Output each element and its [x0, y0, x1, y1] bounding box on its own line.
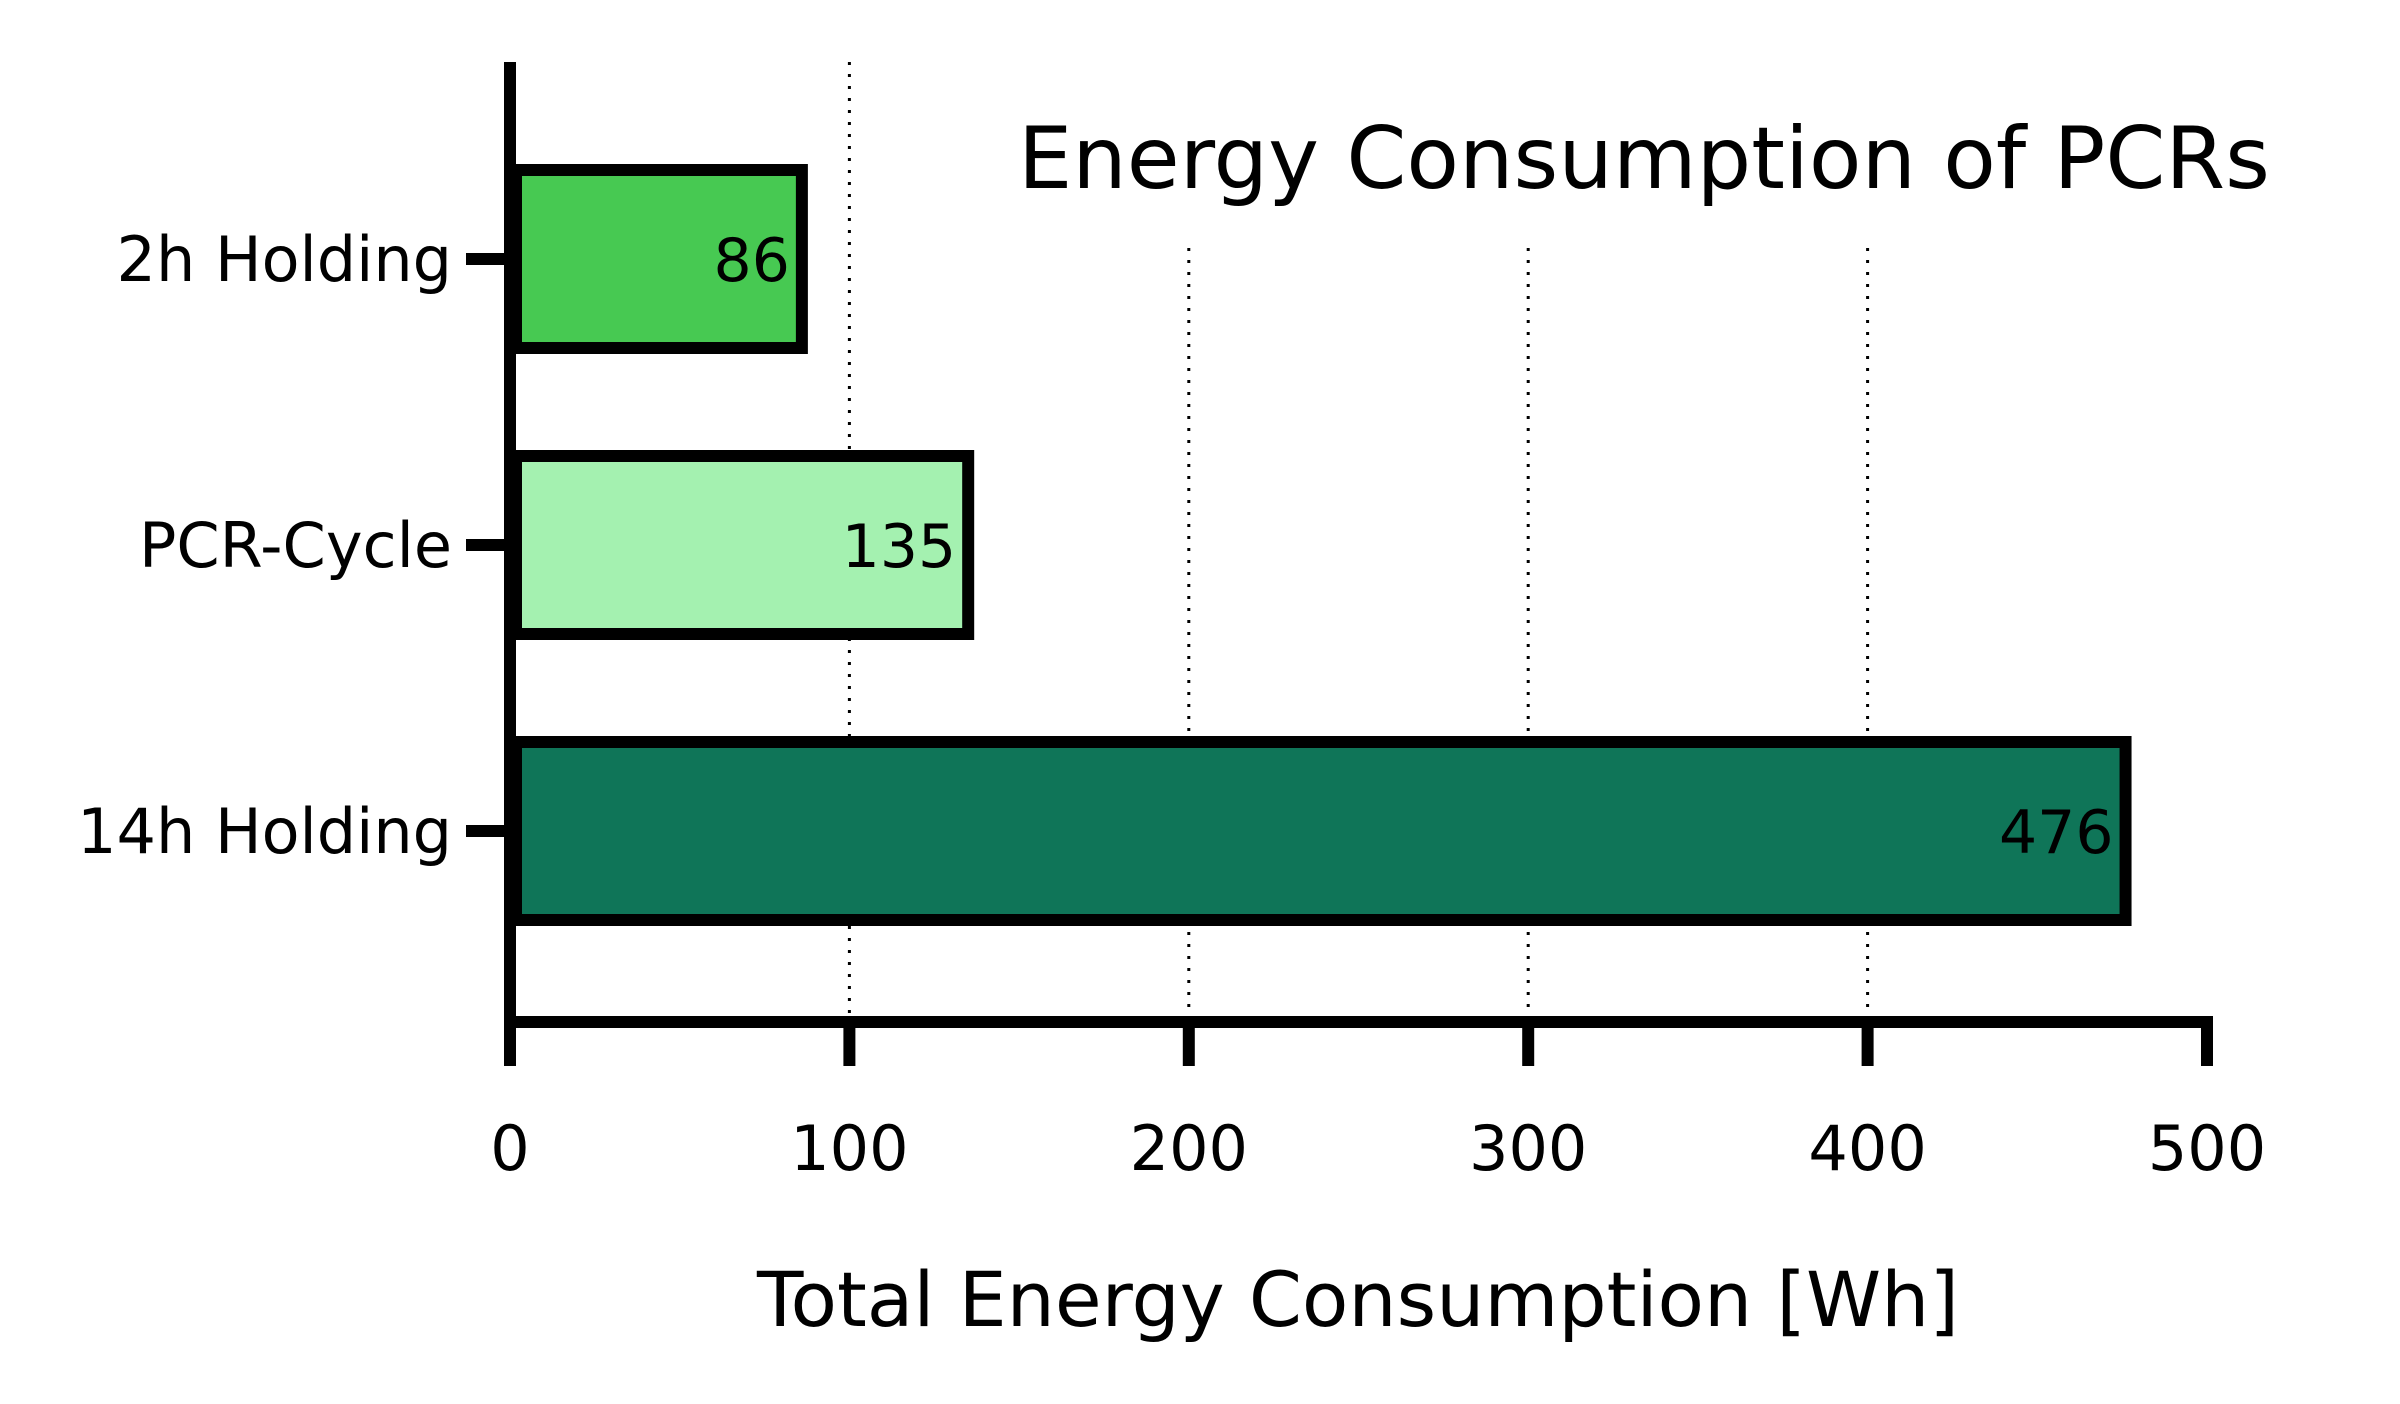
x-tick-label-300: 300 — [1469, 1112, 1587, 1185]
category-label-0: 2h Holding — [117, 223, 452, 296]
bars — [510, 164, 2132, 926]
value-label-2: 476 — [1999, 798, 2114, 868]
x-tick-label-100: 100 — [790, 1112, 908, 1185]
x-axis-title: Total Energy Consumption [Wh] — [756, 1255, 1959, 1344]
bar-14h-holding — [510, 736, 2132, 926]
x-tick-label-200: 200 — [1130, 1112, 1248, 1185]
x-tick-label-500: 500 — [2148, 1112, 2266, 1185]
labels: 86 2h Holding 135 PCR-Cycle 476 14h Holding 0 1… — [77, 223, 2266, 1185]
axes — [466, 62, 2213, 1066]
x-tick-label-0: 0 — [490, 1112, 529, 1185]
category-label-1: PCR-Cycle — [139, 509, 452, 582]
x-tick-label-400: 400 — [1808, 1112, 1926, 1185]
bar-pcr-cycle — [510, 450, 975, 640]
value-label-0: 86 — [714, 226, 790, 296]
category-label-2: 14h Holding — [77, 795, 452, 868]
chart-title: Energy Consumption of PCRs — [1018, 109, 2270, 209]
value-label-1: 135 — [842, 512, 957, 582]
